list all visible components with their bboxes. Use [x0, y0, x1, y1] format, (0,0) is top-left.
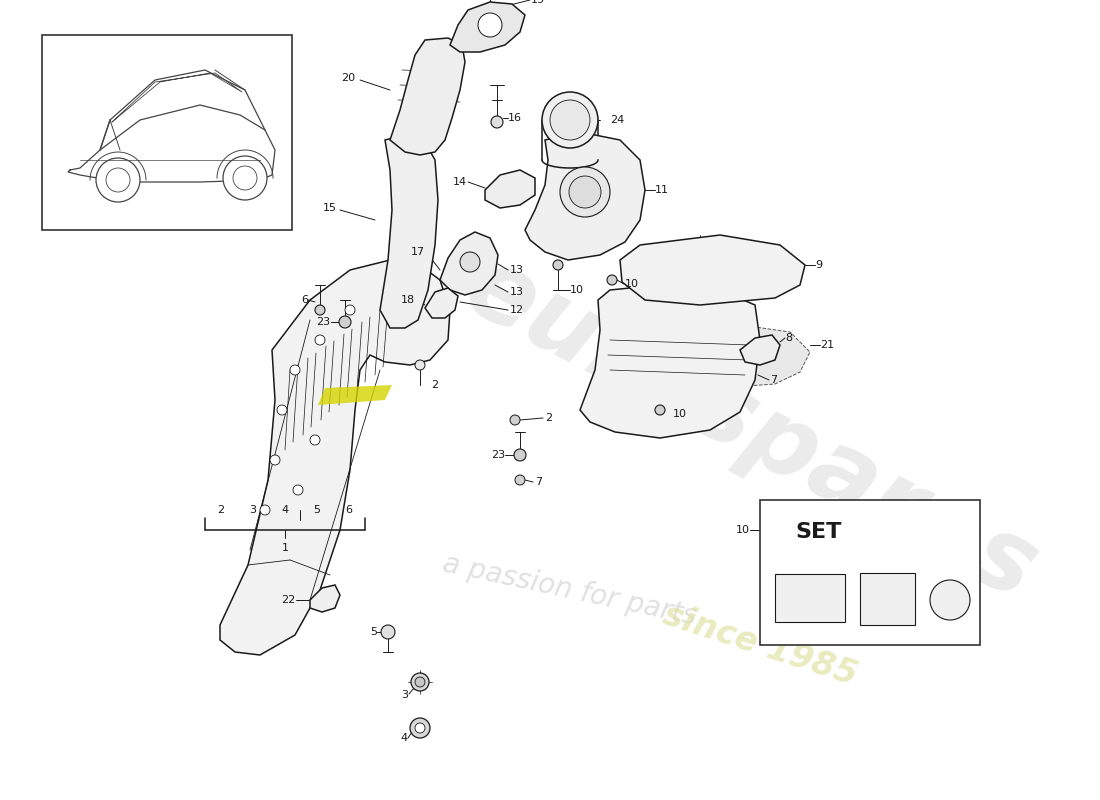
Text: 10: 10 [625, 279, 639, 289]
Circle shape [415, 723, 425, 733]
Bar [760, 500, 980, 645]
Text: 23: 23 [491, 450, 505, 460]
Circle shape [607, 275, 617, 285]
Polygon shape [612, 322, 810, 390]
Circle shape [411, 673, 429, 691]
Text: 2: 2 [544, 413, 552, 423]
Text: 19: 19 [531, 0, 546, 5]
Circle shape [460, 252, 480, 272]
Text: 10: 10 [736, 525, 750, 535]
Text: 18: 18 [400, 295, 415, 305]
Circle shape [415, 360, 425, 370]
Circle shape [510, 415, 520, 425]
Text: 10: 10 [570, 285, 584, 295]
Text: 20: 20 [341, 73, 355, 83]
Circle shape [106, 168, 130, 192]
Text: 14: 14 [453, 177, 468, 187]
Circle shape [310, 435, 320, 445]
Bar [860, 573, 915, 625]
Polygon shape [620, 235, 805, 305]
Circle shape [542, 92, 598, 148]
Text: 6: 6 [301, 295, 308, 305]
Text: 23: 23 [316, 317, 330, 327]
Text: 6: 6 [345, 505, 352, 515]
Circle shape [491, 116, 503, 128]
Text: 22: 22 [280, 595, 295, 605]
Text: 9: 9 [815, 260, 822, 270]
Circle shape [315, 335, 324, 345]
Polygon shape [220, 260, 450, 655]
Circle shape [560, 167, 610, 217]
Circle shape [515, 475, 525, 485]
Text: 11: 11 [654, 185, 669, 195]
Polygon shape [740, 335, 780, 365]
Circle shape [270, 455, 280, 465]
Text: 2: 2 [218, 505, 224, 515]
Circle shape [514, 449, 526, 461]
Circle shape [930, 580, 970, 620]
Text: eurospares: eurospares [448, 238, 1052, 622]
Text: 5: 5 [314, 505, 320, 515]
Text: 5: 5 [370, 627, 377, 637]
Circle shape [410, 718, 430, 738]
Circle shape [381, 625, 395, 639]
Polygon shape [379, 135, 438, 328]
Circle shape [654, 405, 666, 415]
Polygon shape [425, 288, 458, 318]
Polygon shape [525, 132, 645, 260]
Circle shape [569, 176, 601, 208]
Circle shape [223, 156, 267, 200]
Text: 4: 4 [400, 733, 408, 743]
Circle shape [553, 260, 563, 270]
Text: 21: 21 [820, 340, 834, 350]
Polygon shape [390, 38, 465, 155]
Text: 17: 17 [411, 247, 425, 257]
Polygon shape [440, 232, 498, 295]
Text: 1: 1 [282, 543, 288, 553]
Circle shape [290, 365, 300, 375]
Bar [42, 35, 292, 230]
Text: 15: 15 [323, 203, 337, 213]
Bar [776, 574, 845, 622]
Text: 3: 3 [250, 505, 256, 515]
Text: 3: 3 [402, 690, 408, 700]
Circle shape [260, 505, 270, 515]
Circle shape [345, 305, 355, 315]
Text: 7: 7 [535, 477, 542, 487]
Polygon shape [310, 585, 340, 612]
Text: 24: 24 [610, 115, 625, 125]
Text: 7: 7 [770, 375, 777, 385]
Circle shape [277, 405, 287, 415]
Circle shape [96, 158, 140, 202]
Circle shape [233, 166, 257, 190]
Text: a passion for parts: a passion for parts [440, 550, 700, 630]
Circle shape [315, 305, 324, 315]
Polygon shape [485, 170, 535, 208]
Circle shape [478, 13, 502, 37]
Polygon shape [318, 385, 392, 405]
Circle shape [550, 100, 590, 140]
Circle shape [293, 485, 303, 495]
Polygon shape [450, 2, 525, 52]
Text: SET: SET [795, 522, 842, 542]
Circle shape [415, 677, 425, 687]
Circle shape [339, 316, 351, 328]
Text: 2: 2 [431, 380, 439, 390]
Text: 4: 4 [282, 505, 288, 515]
Text: 13: 13 [510, 265, 524, 275]
Text: 16: 16 [508, 113, 522, 123]
Text: 8: 8 [785, 333, 792, 343]
Text: since 1985: since 1985 [659, 598, 861, 692]
Text: 10: 10 [673, 409, 688, 419]
Text: 12: 12 [510, 305, 524, 315]
Text: 13: 13 [510, 287, 524, 297]
Polygon shape [580, 285, 760, 438]
